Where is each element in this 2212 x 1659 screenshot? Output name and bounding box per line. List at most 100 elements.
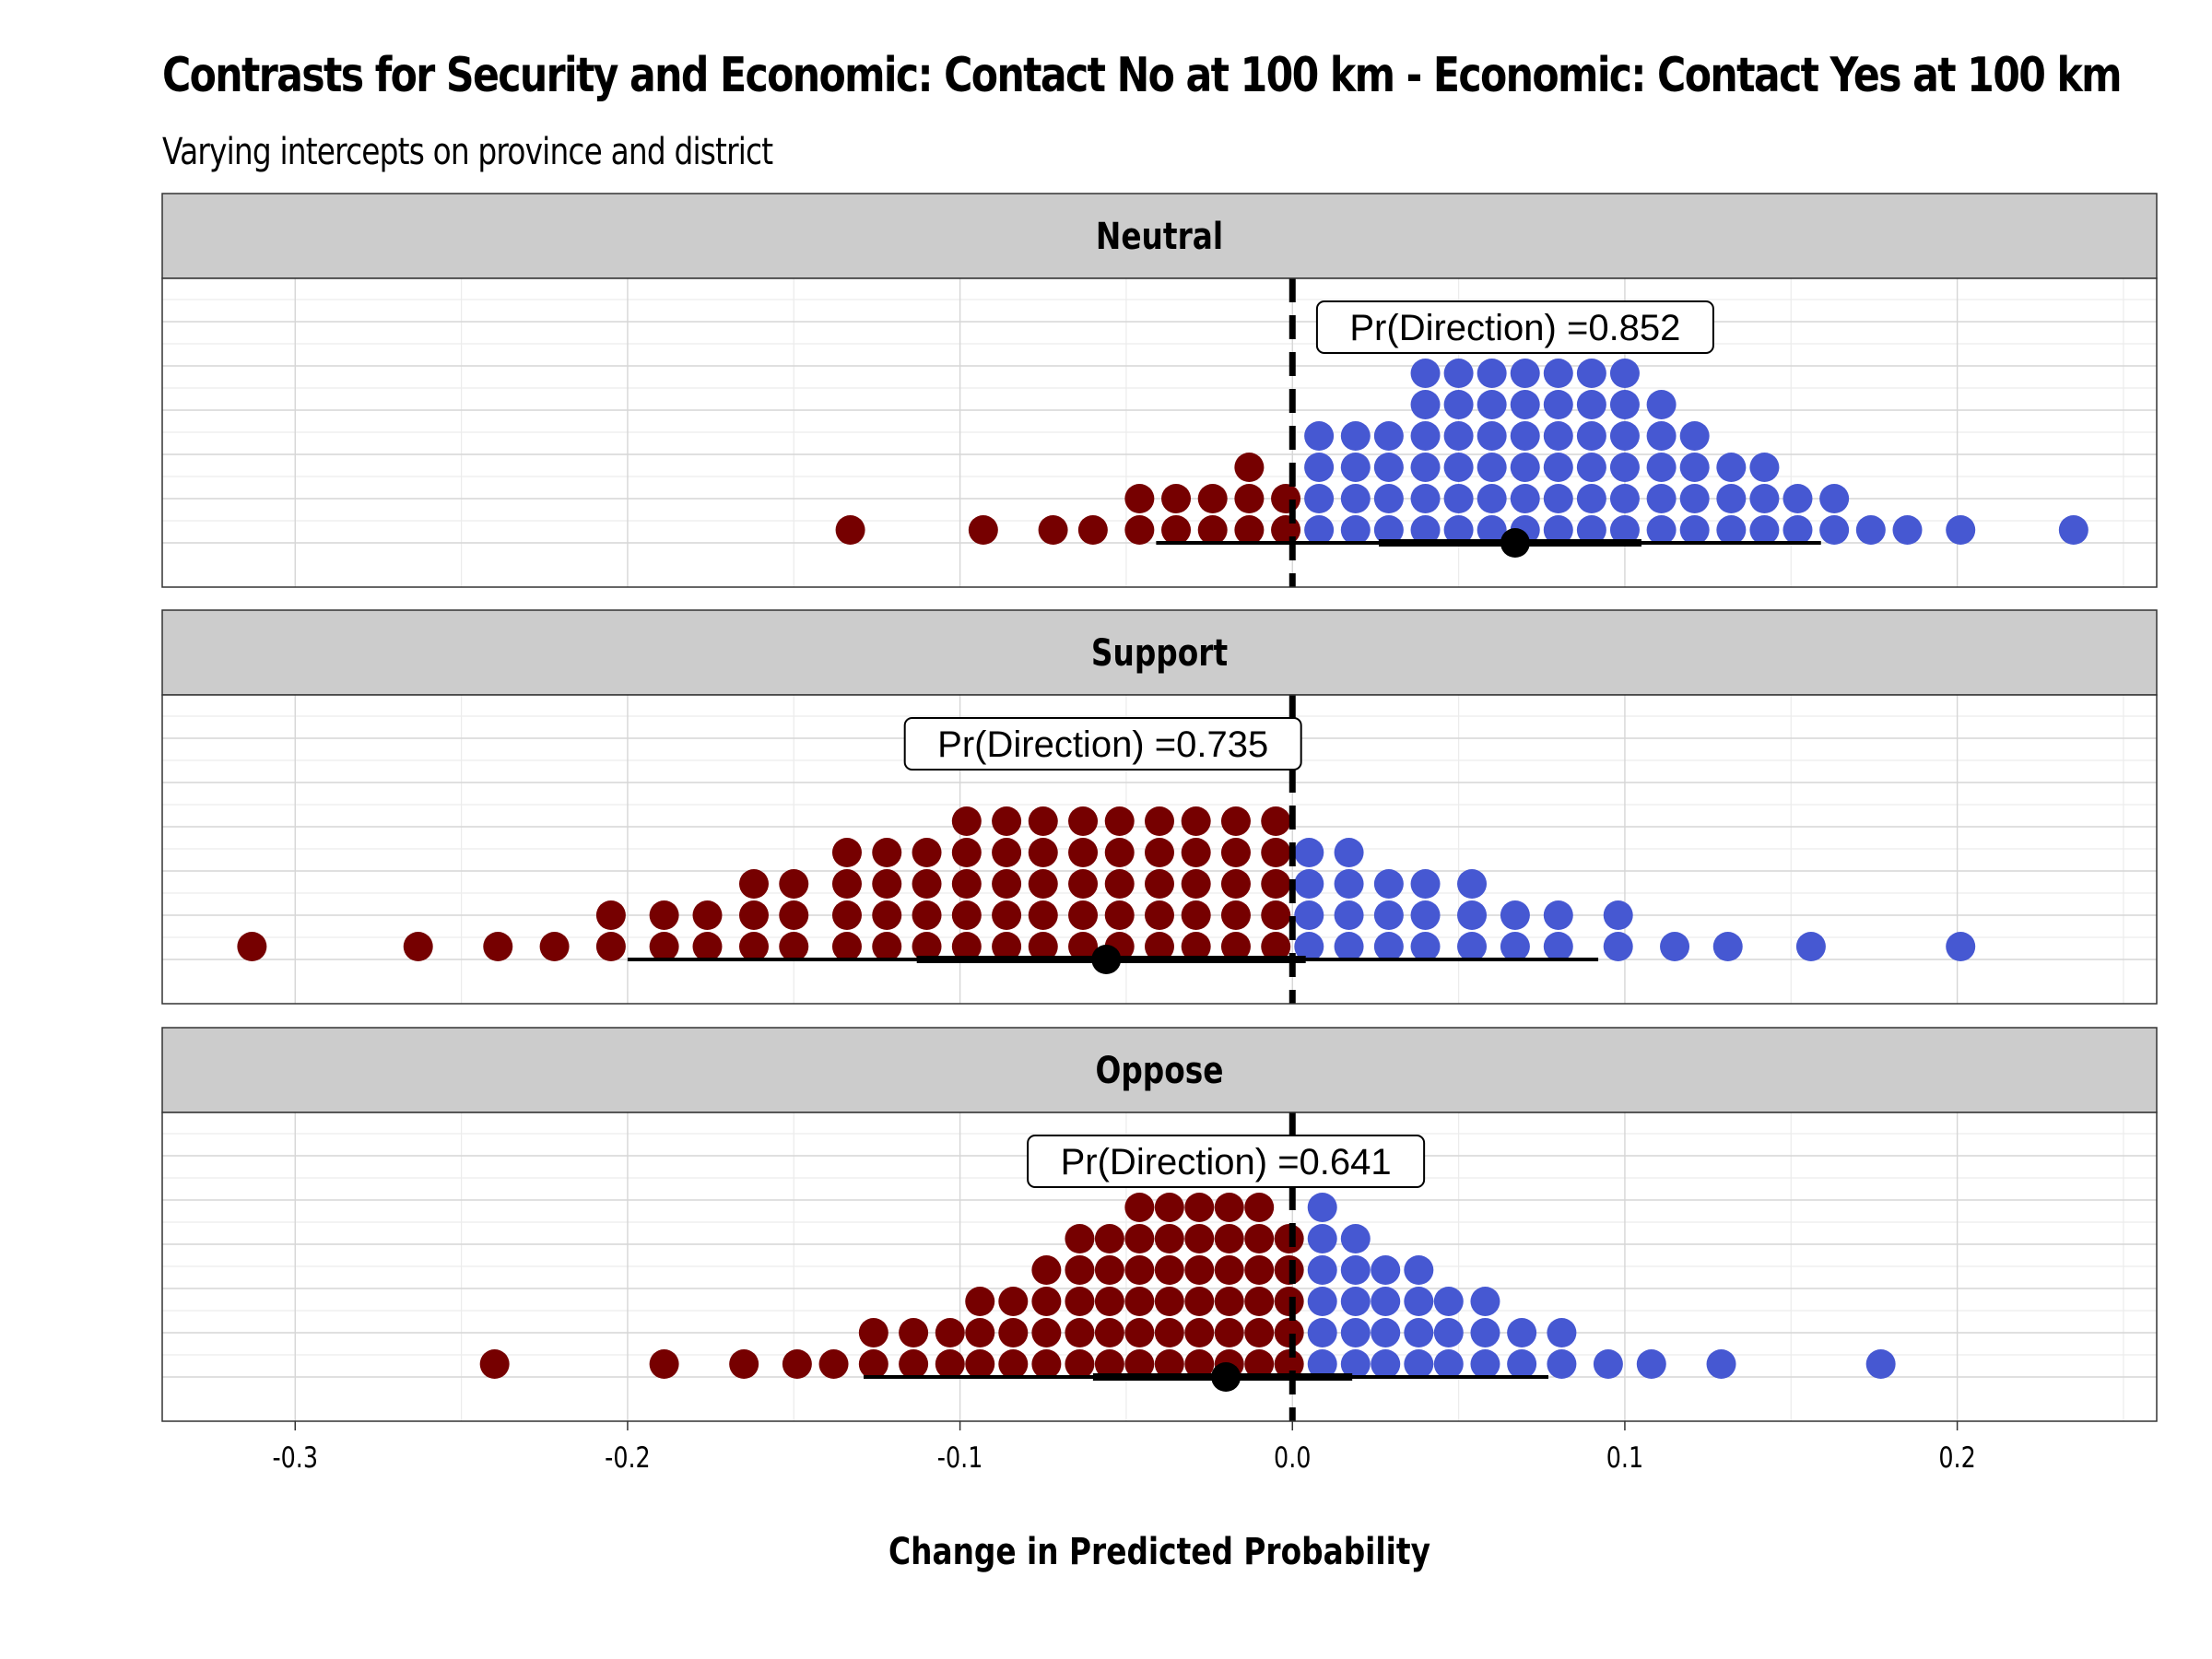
dot bbox=[998, 1349, 1029, 1379]
dot bbox=[1783, 484, 1813, 513]
dot bbox=[1145, 869, 1174, 899]
dot-group bbox=[835, 359, 2088, 545]
dot bbox=[1433, 1349, 1464, 1379]
dot bbox=[912, 900, 942, 930]
dot bbox=[1184, 1193, 1215, 1222]
dot bbox=[951, 900, 982, 930]
dot bbox=[1274, 1224, 1304, 1253]
panel-neutral: Neutral Pr(Direction) =0.852 bbox=[161, 193, 2158, 588]
dot bbox=[1234, 484, 1265, 513]
dot bbox=[1543, 359, 1573, 388]
x-tick-label: 0.1 bbox=[1606, 1441, 1643, 1475]
dot bbox=[1340, 484, 1371, 513]
dot bbox=[1443, 484, 1474, 513]
dot bbox=[1507, 1349, 1537, 1379]
dot bbox=[1274, 1255, 1304, 1285]
dot bbox=[1124, 1224, 1155, 1253]
point-estimate bbox=[1500, 528, 1530, 558]
dot bbox=[872, 932, 902, 961]
dot bbox=[1371, 1255, 1401, 1285]
pr-direction-box bbox=[903, 717, 1302, 771]
dot bbox=[1340, 453, 1371, 482]
dot bbox=[1783, 515, 1813, 545]
dot bbox=[1104, 900, 1135, 930]
dot bbox=[1184, 1318, 1215, 1347]
dot bbox=[1304, 484, 1335, 513]
dot bbox=[1609, 484, 1640, 513]
dot bbox=[1470, 1349, 1500, 1379]
dot bbox=[1220, 806, 1251, 836]
dot bbox=[992, 838, 1022, 867]
dot bbox=[1104, 838, 1135, 867]
dot bbox=[1214, 1318, 1244, 1347]
x-tick-label: -0.1 bbox=[937, 1441, 983, 1475]
dot bbox=[1161, 484, 1192, 513]
facet-strip-label: Oppose bbox=[1095, 1049, 1223, 1092]
dot bbox=[1646, 390, 1677, 419]
dot bbox=[1214, 1224, 1244, 1253]
dot bbox=[1094, 1255, 1124, 1285]
dot bbox=[782, 1349, 812, 1379]
dot bbox=[1679, 421, 1710, 451]
dot bbox=[1184, 1224, 1215, 1253]
x-tick-label: 0.2 bbox=[1938, 1441, 1975, 1475]
dot bbox=[1510, 390, 1540, 419]
dot bbox=[1124, 1287, 1155, 1316]
dot bbox=[1457, 932, 1488, 961]
dot bbox=[1261, 932, 1291, 961]
dot bbox=[1271, 484, 1301, 513]
dot bbox=[1094, 1318, 1124, 1347]
dot bbox=[1340, 421, 1371, 451]
dot bbox=[1855, 515, 1886, 545]
pr-direction-label: Pr(Direction) =0.735 bbox=[903, 717, 1302, 771]
dot bbox=[858, 1349, 888, 1379]
dot bbox=[1609, 421, 1640, 451]
dot bbox=[1197, 515, 1228, 545]
dot bbox=[1244, 1287, 1275, 1316]
dot bbox=[1410, 484, 1441, 513]
dot bbox=[1373, 869, 1404, 899]
dot bbox=[1410, 515, 1441, 545]
dot bbox=[831, 900, 862, 930]
dot bbox=[595, 932, 626, 961]
pr-direction-label: Pr(Direction) =0.852 bbox=[1315, 300, 1714, 354]
dot bbox=[1477, 359, 1507, 388]
dot bbox=[729, 1349, 759, 1379]
dot bbox=[1334, 932, 1364, 961]
dot bbox=[1261, 806, 1291, 836]
dot bbox=[1161, 515, 1192, 545]
dot bbox=[1244, 1349, 1275, 1379]
dot bbox=[649, 900, 679, 930]
dot bbox=[1181, 869, 1211, 899]
dot bbox=[1124, 1318, 1155, 1347]
dot bbox=[935, 1318, 965, 1347]
point-estimate bbox=[1211, 1362, 1241, 1392]
dot bbox=[992, 869, 1022, 899]
dot bbox=[1340, 1287, 1371, 1316]
dot bbox=[1220, 838, 1251, 867]
dot bbox=[1334, 869, 1364, 899]
dot bbox=[1028, 932, 1058, 961]
chart-subtitle: Varying intercepts on province and distr… bbox=[162, 131, 773, 173]
dot-group bbox=[237, 806, 1976, 961]
dot bbox=[951, 806, 982, 836]
pr-direction-text: Pr(Direction) =0.852 bbox=[1349, 308, 1680, 348]
dot bbox=[1145, 932, 1174, 961]
dot bbox=[992, 900, 1022, 930]
dot bbox=[1307, 1193, 1337, 1222]
dot bbox=[998, 1287, 1029, 1316]
dot bbox=[1609, 359, 1640, 388]
dot bbox=[1214, 1193, 1244, 1222]
dot bbox=[1946, 515, 1976, 545]
dot bbox=[1576, 515, 1606, 545]
dot bbox=[1443, 359, 1474, 388]
dot bbox=[1646, 484, 1677, 513]
dot bbox=[1274, 1349, 1304, 1379]
dot bbox=[1543, 390, 1573, 419]
dot bbox=[1404, 1287, 1434, 1316]
dot bbox=[899, 1349, 929, 1379]
dot bbox=[1371, 1318, 1401, 1347]
dot bbox=[1220, 869, 1251, 899]
dot bbox=[1543, 484, 1573, 513]
dot bbox=[1404, 1349, 1434, 1379]
